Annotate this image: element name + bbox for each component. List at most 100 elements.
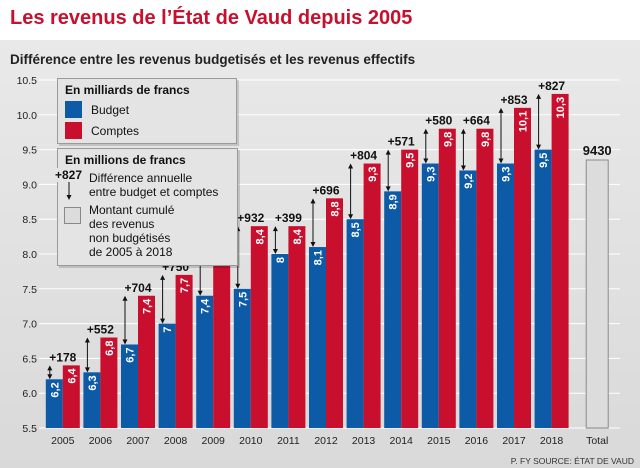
comptes-value-label: 6,4 bbox=[66, 367, 78, 383]
budget-value-label: 8,1 bbox=[313, 250, 325, 265]
legend-total-label: Montant cumulé des revenus non budgétisé… bbox=[89, 203, 174, 259]
arrow-head bbox=[122, 339, 128, 345]
budget-value-label: 8,9 bbox=[388, 194, 400, 209]
arrow-head bbox=[47, 374, 53, 380]
y-tick-label: 7.0 bbox=[22, 319, 37, 331]
comptes-value-label: 10,1 bbox=[518, 111, 530, 132]
arrow-head bbox=[272, 226, 278, 232]
legend-diff-label: Différence annuelle entre budget et comp… bbox=[89, 171, 218, 199]
x-tick-label-total: Total bbox=[586, 435, 608, 447]
legend-item-comptes: Comptes bbox=[65, 122, 236, 139]
difference-label: +552 bbox=[87, 323, 114, 337]
total-swatch bbox=[64, 207, 81, 224]
arrow-head bbox=[348, 214, 354, 220]
arrow-head bbox=[498, 158, 504, 164]
x-tick-label: 2007 bbox=[126, 435, 150, 447]
legend-total-label-line-4: de 2005 à 2018 bbox=[89, 245, 173, 259]
comptes-bar bbox=[363, 163, 381, 428]
difference-label: +580 bbox=[425, 114, 452, 128]
comptes-bar bbox=[138, 295, 155, 428]
budget-bar bbox=[421, 163, 439, 428]
arrow-head bbox=[310, 242, 316, 248]
legend-comptes-label: Comptes bbox=[91, 123, 140, 138]
comptes-value-label: 9,8 bbox=[480, 132, 492, 147]
comptes-swatch bbox=[65, 122, 82, 139]
x-tick-label: 2015 bbox=[427, 435, 451, 447]
bars: 6,2 6,4 +178 2005 6,3 6,8 +552 2006 6,7 7,4 +704 20… bbox=[45, 79, 569, 447]
comptes-value-label: 6,8 bbox=[104, 341, 116, 356]
x-tick-label: 2016 bbox=[465, 435, 489, 447]
comptes-bar bbox=[288, 226, 306, 428]
comptes-bar bbox=[551, 93, 569, 429]
difference-label: +571 bbox=[388, 135, 415, 149]
arrow-head bbox=[385, 186, 391, 192]
legend-millions-title: En millions de francs bbox=[65, 153, 186, 167]
budget-value-label: 7 bbox=[162, 327, 174, 333]
comptes-value-label: 9,8 bbox=[442, 132, 454, 147]
arrow-head bbox=[385, 149, 391, 155]
legend-total-label-line-3: non budgétisés bbox=[89, 231, 171, 245]
x-tick-label: 2012 bbox=[314, 435, 338, 447]
budget-bar bbox=[45, 379, 63, 428]
comptes-value-label: 10,3 bbox=[555, 97, 567, 118]
x-tick-label: 2010 bbox=[239, 435, 263, 447]
budget-value-label: 9,5 bbox=[538, 153, 550, 168]
arrow-head bbox=[160, 274, 166, 280]
x-tick-label: 2005 bbox=[51, 435, 75, 447]
x-tick-label: 2013 bbox=[352, 435, 376, 447]
legend-total-label-line-1: Montant cumulé bbox=[89, 203, 175, 217]
legend-diff-label-line-2: entre budget et comptes bbox=[89, 185, 219, 199]
y-tick-label: 7.5 bbox=[22, 284, 37, 296]
arrow-head bbox=[197, 290, 203, 296]
budget-value-label: 6,7 bbox=[125, 347, 137, 362]
legend-budget-label: Budget bbox=[91, 102, 130, 117]
legend-total-label-line-2: des revenus bbox=[89, 217, 155, 231]
budget-bar bbox=[196, 295, 214, 428]
budget-bar bbox=[121, 344, 138, 428]
budget-value-label: 8,5 bbox=[350, 222, 362, 237]
comptes-bar bbox=[250, 226, 268, 428]
difference-label: +853 bbox=[500, 93, 527, 107]
difference-label: +664 bbox=[463, 114, 490, 128]
arrow-head bbox=[272, 249, 278, 254]
total-bar bbox=[585, 159, 609, 429]
y-tick-label: 9.0 bbox=[22, 179, 37, 191]
comptes-bar bbox=[476, 128, 494, 428]
y-tick-label: 6.0 bbox=[22, 388, 37, 400]
difference-label: +696 bbox=[312, 183, 339, 197]
comptes-bar bbox=[514, 107, 531, 428]
arrow-head bbox=[423, 128, 429, 134]
legend-diff-example: +827 bbox=[54, 168, 84, 182]
arrow-head bbox=[536, 144, 542, 150]
x-tick-label: 2008 bbox=[164, 435, 188, 447]
budget-bar bbox=[497, 163, 514, 428]
budget-value-label: 7,4 bbox=[200, 298, 212, 314]
comptes-value-label: 7,7 bbox=[179, 278, 191, 293]
budget-bar bbox=[346, 219, 364, 428]
budget-value-label: 9,3 bbox=[501, 167, 513, 182]
arrow-head bbox=[423, 158, 429, 164]
budget-bar bbox=[158, 323, 176, 428]
comptes-bar bbox=[326, 198, 343, 428]
legend-millions: En millions de francs +827 Différence an… bbox=[54, 148, 238, 266]
difference-label: +804 bbox=[350, 149, 377, 163]
budget-bar bbox=[83, 372, 101, 428]
y-tick-label: 8.5 bbox=[22, 214, 37, 226]
budget-value-label: 9,3 bbox=[425, 167, 437, 182]
budget-bar bbox=[233, 288, 251, 428]
legend-diff-label-line-1: Différence annuelle bbox=[89, 171, 193, 185]
legend-units: En milliards de francs Budget Comptes bbox=[57, 78, 237, 144]
arrow-head bbox=[460, 165, 466, 171]
comptes-value-label: 9,5 bbox=[405, 153, 417, 168]
budget-bar bbox=[271, 254, 289, 428]
budget-value-label: 6,3 bbox=[87, 375, 99, 390]
y-tick-label: 6.5 bbox=[22, 353, 37, 365]
y-tick-label: 10.0 bbox=[17, 110, 38, 122]
arrow-head bbox=[84, 337, 90, 343]
x-tick-label: 2011 bbox=[277, 435, 300, 447]
y-tick-label: 10.5 bbox=[17, 75, 38, 87]
comptes-value-label: 9,3 bbox=[367, 167, 379, 182]
arrow-head bbox=[122, 295, 128, 301]
budget-bar bbox=[534, 149, 552, 428]
x-tick-label: 2017 bbox=[502, 435, 526, 447]
